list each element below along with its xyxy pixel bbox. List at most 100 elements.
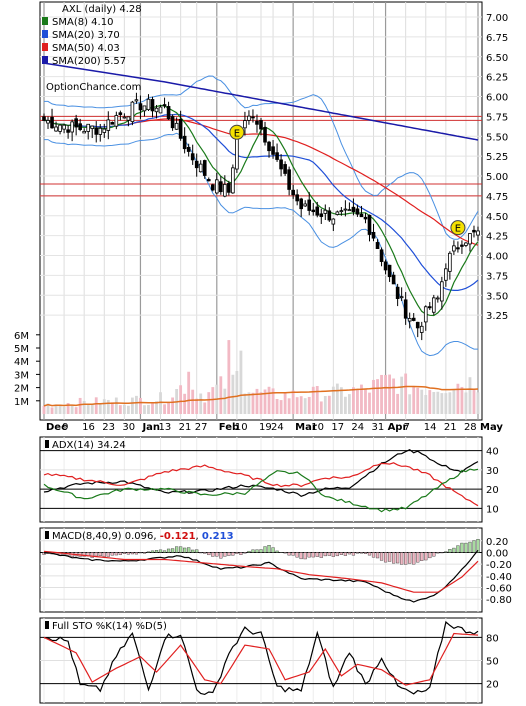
macd-histogram-bar bbox=[271, 547, 275, 553]
candle-down bbox=[94, 127, 99, 135]
candle-up bbox=[431, 297, 436, 313]
volume-bar bbox=[460, 386, 464, 414]
macd-histogram-bar bbox=[110, 552, 114, 556]
candle-up bbox=[343, 208, 348, 211]
price-y-tick-label: 7.00 bbox=[486, 13, 508, 24]
macd-histogram-bar bbox=[432, 552, 436, 557]
macd-panel-y-tick-label: -0.60 bbox=[486, 584, 512, 595]
macd-histogram-bar bbox=[412, 552, 416, 565]
candle-down bbox=[66, 129, 70, 133]
volume-bar bbox=[46, 403, 50, 414]
adx-panel: 40 30 20 10 ADX(14) 34.24 bbox=[39, 436, 499, 523]
volume-bar bbox=[388, 374, 391, 414]
candle-down bbox=[138, 103, 143, 111]
volume-bar bbox=[380, 374, 383, 414]
price-y-tick-label: 6.00 bbox=[486, 93, 508, 104]
macd-histogram-bar bbox=[215, 552, 219, 557]
macd-histogram-bar bbox=[355, 552, 360, 554]
x-tick-label: 30 bbox=[122, 422, 135, 433]
candle-down bbox=[150, 99, 155, 112]
candle-down bbox=[319, 213, 324, 217]
x-tick-label: 21 bbox=[179, 422, 192, 433]
volume-bar bbox=[139, 397, 142, 414]
candle-down bbox=[299, 198, 303, 210]
site-label: OptionChance.com bbox=[46, 82, 141, 93]
macd-histogram-bar bbox=[291, 552, 295, 556]
macd-histogram-bar bbox=[154, 550, 159, 553]
price-y-tick-label: 3.75 bbox=[486, 271, 508, 282]
candle-down bbox=[295, 194, 299, 202]
macd-histogram-bar bbox=[351, 552, 356, 556]
macd-histogram-bar bbox=[122, 552, 126, 554]
candle-up bbox=[54, 126, 58, 132]
macd-histogram-bar bbox=[126, 552, 130, 555]
candle-down bbox=[327, 210, 332, 221]
macd-histogram-bar bbox=[175, 546, 179, 553]
volume-bar bbox=[331, 386, 335, 414]
candle-down bbox=[291, 189, 295, 196]
volume-bar bbox=[195, 398, 199, 414]
volume-bar bbox=[98, 404, 102, 414]
candle-up bbox=[448, 252, 452, 272]
macd-histogram-bar bbox=[392, 552, 396, 564]
macd-histogram-bar bbox=[106, 552, 110, 557]
volume-bar bbox=[114, 397, 118, 414]
volume-bar bbox=[343, 396, 347, 414]
macd-histogram-bar bbox=[231, 552, 235, 556]
macd-histogram-bar bbox=[267, 545, 271, 553]
volume-bar bbox=[275, 399, 279, 414]
candle-down bbox=[166, 106, 171, 120]
candle-down bbox=[351, 206, 356, 212]
minus-di-line bbox=[43, 462, 479, 507]
volume-bar bbox=[263, 389, 267, 414]
volume-bar bbox=[66, 403, 70, 414]
volume-bar bbox=[167, 402, 170, 414]
macd-histogram-bar bbox=[243, 552, 247, 554]
macd-histogram-bar bbox=[448, 549, 452, 553]
stochastic-label-swatch bbox=[45, 621, 49, 629]
volume-bar bbox=[436, 391, 440, 414]
candle-down bbox=[359, 213, 364, 218]
price-y-tick-label: 4.50 bbox=[486, 212, 508, 223]
volume-bar bbox=[126, 405, 130, 414]
x-tick-label: Jan bbox=[141, 422, 160, 433]
volume-bar bbox=[295, 397, 299, 414]
volume-bar bbox=[267, 386, 271, 414]
volume-bar bbox=[94, 397, 98, 414]
volume-bar bbox=[219, 376, 223, 414]
candle-up bbox=[335, 211, 340, 215]
macd-histogram-bar bbox=[191, 549, 195, 553]
candle-up bbox=[46, 120, 50, 124]
x-tick-label: 24 bbox=[351, 422, 364, 433]
macd-histogram-bar bbox=[199, 552, 203, 554]
candle-down bbox=[210, 184, 215, 191]
macd-histogram-bar bbox=[94, 552, 98, 557]
volume-bar bbox=[352, 387, 355, 414]
volume-bar bbox=[311, 386, 315, 414]
macd-histogram-bar bbox=[408, 552, 412, 564]
macd-histogram-bar bbox=[416, 552, 420, 563]
x-tick-label: 16 bbox=[82, 422, 95, 433]
macd-histogram-bar bbox=[311, 552, 315, 558]
volume-bar bbox=[159, 392, 162, 414]
volume-bar bbox=[456, 383, 460, 414]
legend-label: SMA(50) 4.03 bbox=[52, 43, 120, 54]
x-tick-label: 24 bbox=[271, 422, 284, 433]
macd-histogram-bar bbox=[239, 552, 243, 555]
volume-bar bbox=[364, 389, 367, 414]
candle-down bbox=[379, 249, 384, 262]
macd-histogram-bar bbox=[476, 539, 480, 553]
macd-histogram-bar bbox=[468, 541, 472, 553]
macd-histogram-bar bbox=[279, 552, 283, 553]
candle-down bbox=[287, 169, 291, 190]
macd-histogram-bar bbox=[387, 552, 392, 562]
volume-bar bbox=[78, 397, 82, 414]
volume-tick-label: 6M bbox=[14, 331, 29, 342]
macd-histogram-bar bbox=[102, 552, 106, 557]
candle-up bbox=[106, 119, 111, 131]
volume-bar bbox=[151, 402, 154, 414]
macd-histogram-bar bbox=[375, 552, 380, 559]
candle-down bbox=[110, 122, 115, 125]
volume-bar bbox=[372, 379, 375, 414]
